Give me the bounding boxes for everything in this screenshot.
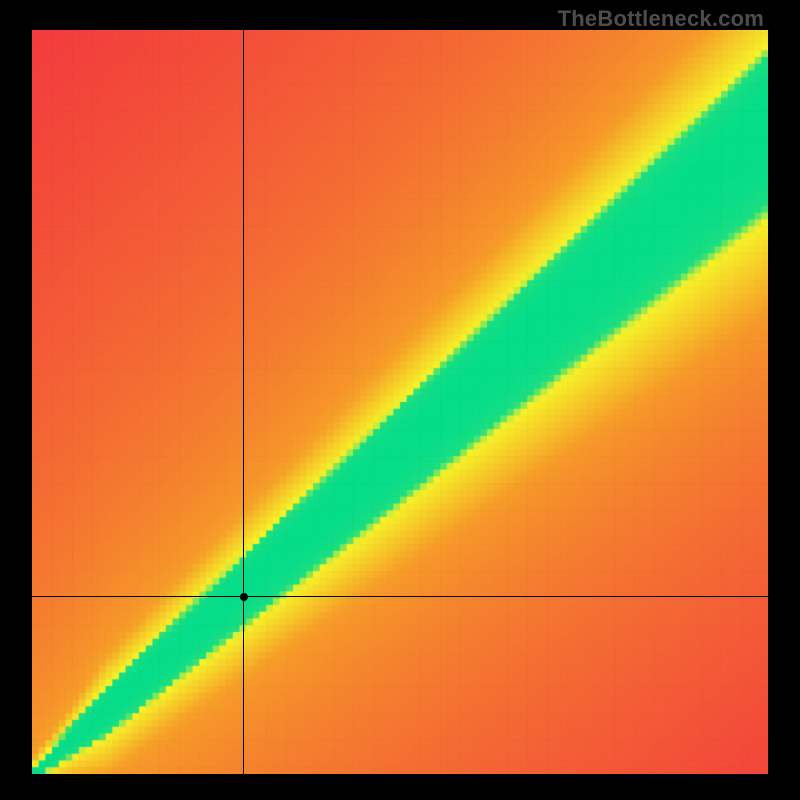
heatmap-canvas bbox=[32, 30, 768, 774]
crosshair-horizontal bbox=[32, 596, 768, 597]
chart-container: TheBottleneck.com bbox=[0, 0, 800, 800]
crosshair-vertical bbox=[243, 30, 244, 774]
data-point-marker bbox=[240, 593, 248, 601]
watermark-text: TheBottleneck.com bbox=[558, 6, 764, 32]
plot-area bbox=[32, 30, 768, 774]
